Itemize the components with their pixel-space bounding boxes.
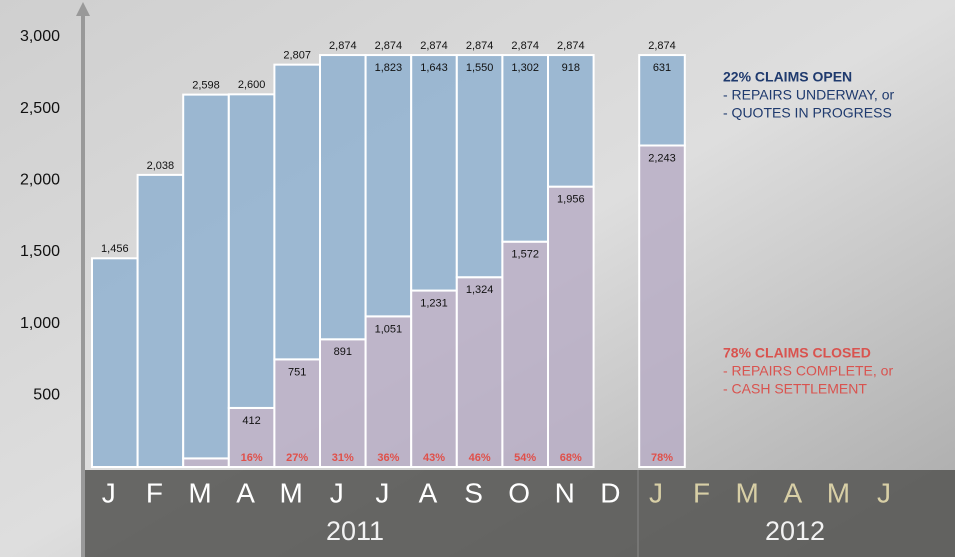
x-tick-label: J <box>375 477 389 508</box>
bar-segment <box>548 187 594 467</box>
total-label: 2,874 <box>375 40 403 52</box>
value-label: 891 <box>334 346 352 358</box>
total-label: 2,874 <box>420 40 448 52</box>
x-tick-label: A <box>783 477 802 508</box>
x-tick-label: J <box>102 477 116 508</box>
percent-label: 78% <box>651 452 673 464</box>
x-tick-label: D <box>600 477 620 508</box>
percent-label: 16% <box>241 452 263 464</box>
value-label: 1,643 <box>420 62 448 74</box>
annotation-line: - REPAIRS UNDERWAY, or <box>723 87 894 103</box>
percent-label: 68% <box>560 452 582 464</box>
value-label: 1,823 <box>375 62 403 74</box>
percent-label: 36% <box>377 452 399 464</box>
x-tick-label: J <box>649 477 663 508</box>
total-label: 2,874 <box>648 40 676 52</box>
bar-segment <box>183 95 229 459</box>
bar-segment <box>274 65 320 360</box>
bar-segment <box>320 55 366 339</box>
bar-segment <box>92 258 138 467</box>
bar-segment <box>457 55 503 277</box>
value-label: 918 <box>562 62 580 74</box>
total-label: 2,874 <box>511 40 539 52</box>
y-tick-label: 2,500 <box>20 100 60 117</box>
year-label: 2011 <box>326 516 384 546</box>
y-tick-label: 1,000 <box>20 315 60 332</box>
bar-segment <box>639 146 685 467</box>
value-label: 1,231 <box>420 297 448 309</box>
total-label: 2,598 <box>192 80 220 92</box>
percent-label: 54% <box>514 452 536 464</box>
bar-segment <box>366 316 412 467</box>
value-label: 1,956 <box>557 194 585 206</box>
year-label: 2012 <box>765 516 825 546</box>
x-tick-label: S <box>464 477 483 508</box>
total-label: 2,600 <box>238 79 266 91</box>
total-label: 2,807 <box>283 50 311 62</box>
x-tick-label: A <box>236 477 255 508</box>
bar-segment <box>411 55 457 290</box>
bar-segment <box>411 291 457 467</box>
value-label: 1,550 <box>466 62 494 74</box>
value-label: 1,302 <box>511 62 539 74</box>
x-tick-label: M <box>188 477 211 508</box>
bar-segment <box>548 55 594 187</box>
percent-label: 46% <box>469 452 491 464</box>
value-label: 1,051 <box>375 323 403 335</box>
annotation-title: 22% CLAIMS OPEN <box>723 69 852 85</box>
percent-label: 27% <box>286 452 308 464</box>
value-label: 631 <box>653 62 671 74</box>
annotation-title: 78% CLAIMS CLOSED <box>723 345 871 361</box>
value-label: 751 <box>288 366 306 378</box>
x-tick-label: M <box>280 477 303 508</box>
annotation-line: - REPAIRS COMPLETE, or <box>723 363 893 379</box>
percent-label: 31% <box>332 452 354 464</box>
chart: 2011 2012 500 1,000 1,500 2,000 2,500 3,000 J 1… <box>0 0 955 557</box>
x-tick-label: O <box>508 477 530 508</box>
bar-segment <box>502 242 548 467</box>
x-tick-label: J <box>330 477 344 508</box>
y-tick-label: 500 <box>33 387 60 404</box>
total-label: 2,874 <box>557 40 585 52</box>
value-label: 1,324 <box>466 284 494 296</box>
x-tick-label: F <box>146 477 163 508</box>
y-tick-label: 2,000 <box>20 172 60 189</box>
total-label: 1,456 <box>101 243 129 255</box>
total-label: 2,874 <box>329 40 357 52</box>
bar-segment <box>366 55 412 316</box>
bar-segment <box>320 339 366 467</box>
bar-segment <box>183 458 229 467</box>
x-tick-label: M <box>736 477 759 508</box>
value-label: 412 <box>242 415 260 427</box>
annotation-line: - CASH SETTLEMENT <box>723 381 867 397</box>
x-tick-label: J <box>877 477 891 508</box>
total-label: 2,874 <box>466 40 494 52</box>
annotation-line: - QUOTES IN PROGRESS <box>723 105 892 121</box>
bar-segment <box>229 94 275 408</box>
bar-segment <box>457 277 503 467</box>
value-label: 2,243 <box>648 152 676 164</box>
value-label: 1,572 <box>511 249 539 261</box>
x-tick-label: N <box>555 477 575 508</box>
x-tick-label: A <box>419 477 438 508</box>
total-label: 2,038 <box>147 160 175 172</box>
x-tick-label: F <box>693 477 710 508</box>
percent-label: 43% <box>423 452 445 464</box>
y-tick-label: 3,000 <box>20 28 60 45</box>
y-tick-label: 1,500 <box>20 243 60 260</box>
x-tick-label: M <box>827 477 850 508</box>
bar-segment <box>502 55 548 242</box>
bar-segment <box>138 175 184 467</box>
